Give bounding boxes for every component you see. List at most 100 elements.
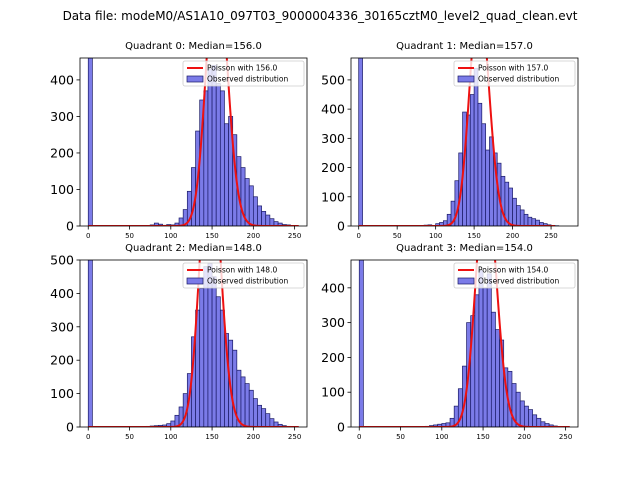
legend-poisson-label: Poisson with 154.0 xyxy=(478,266,548,275)
y-tick-label: 100 xyxy=(321,189,345,204)
y-tick-label: 500 xyxy=(321,72,345,87)
histogram-bars xyxy=(358,260,570,427)
histogram-bar xyxy=(252,196,258,226)
y-tick-label: 200 xyxy=(321,350,345,365)
histogram-bar xyxy=(265,413,271,427)
y-tick-label: 400 xyxy=(321,102,345,117)
histogram-bar xyxy=(248,185,254,226)
histogram-bar xyxy=(519,400,525,427)
histogram-bar xyxy=(474,294,480,427)
histogram-bar xyxy=(523,213,529,226)
histogram-bar xyxy=(207,68,213,226)
x-tick-label: 0 xyxy=(86,232,90,240)
legend-observed-swatch xyxy=(457,75,475,83)
y-tick-label: 500 xyxy=(50,253,74,268)
histogram-bar xyxy=(240,376,246,427)
x-tick-label: 150 xyxy=(476,433,489,441)
x-tick-label: 50 xyxy=(393,232,402,240)
quadrant-panel-2: Quadrant 2: Median=148.00100200300400500… xyxy=(50,243,308,441)
panel-title: Quadrant 1: Median=157.0 xyxy=(396,41,533,52)
x-tick-label: 200 xyxy=(518,433,531,441)
histogram-bar xyxy=(516,205,521,226)
histogram-bar xyxy=(495,329,500,427)
legend-box xyxy=(453,60,576,87)
histogram-bar xyxy=(248,389,254,427)
y-tick-label: 200 xyxy=(50,145,74,160)
x-tick-label: 250 xyxy=(288,232,301,240)
y-tick-label: 0 xyxy=(66,420,74,435)
histogram-bar xyxy=(261,211,267,226)
legend: Poisson with 156.0 Observed distribution xyxy=(182,60,305,87)
legend-box xyxy=(182,262,305,289)
y-tick-label: 300 xyxy=(321,315,345,330)
legend-box xyxy=(453,262,576,289)
histogram-bar xyxy=(490,311,496,427)
axes-frame xyxy=(79,259,308,428)
x-tick-label: 0 xyxy=(86,433,90,441)
x-tick-label: 0 xyxy=(356,232,360,240)
histogram-bar xyxy=(512,197,517,226)
y-tick-label: 100 xyxy=(50,386,74,401)
histogram-bar xyxy=(224,123,229,226)
y-tick-label: 100 xyxy=(50,182,74,197)
histogram-bar xyxy=(531,218,537,226)
histogram-bars xyxy=(358,58,560,226)
y-tick-label: 400 xyxy=(50,286,74,301)
histogram-bar xyxy=(358,260,364,427)
y-tick-label: 100 xyxy=(321,385,345,400)
histogram-bar xyxy=(203,266,209,427)
histogram-bar xyxy=(269,218,275,226)
histogram-bar xyxy=(265,214,271,226)
x-tick-label: 150 xyxy=(467,232,480,240)
legend-poisson-label: Poisson with 156.0 xyxy=(207,64,277,73)
histogram-bar xyxy=(477,102,483,226)
x-tick-label: 150 xyxy=(205,232,218,240)
histogram-bar xyxy=(508,187,513,226)
histogram-bar xyxy=(486,273,492,427)
histogram-bar xyxy=(489,136,494,226)
legend-observed-swatch xyxy=(186,277,204,285)
legend-observed-label: Observed distribution xyxy=(478,277,559,286)
x-tick-label: 200 xyxy=(247,433,260,441)
axes-frame xyxy=(350,259,579,428)
legend-observed-swatch xyxy=(457,277,475,285)
histogram-bars xyxy=(87,58,299,226)
x-tick-label: 250 xyxy=(544,232,557,240)
histogram-bar xyxy=(211,276,217,427)
histogram-bar xyxy=(244,383,250,427)
legend-observed-label: Observed distribution xyxy=(478,75,559,84)
legend-observed-swatch xyxy=(186,75,204,83)
x-tick-label: 200 xyxy=(506,232,519,240)
histogram-bar xyxy=(523,405,529,427)
histogram-bar xyxy=(481,123,487,226)
axes-frame xyxy=(350,57,579,227)
legend-observed-label: Observed distribution xyxy=(207,75,288,84)
histogram-bar xyxy=(519,209,525,226)
quadrant-panel-1: Quadrant 1: Median=157.00100200300400500… xyxy=(321,41,579,240)
x-tick-label: 100 xyxy=(164,232,177,240)
x-tick-label: 150 xyxy=(205,433,218,441)
x-tick-label: 100 xyxy=(435,433,448,441)
x-tick-label: 100 xyxy=(429,232,442,240)
histogram-bar xyxy=(528,409,533,427)
x-tick-label: 50 xyxy=(125,232,134,240)
panel-title: Quadrant 2: Median=148.0 xyxy=(125,243,262,254)
x-tick-label: 250 xyxy=(288,433,301,441)
histogram-bar xyxy=(199,288,205,427)
y-tick-label: 400 xyxy=(50,72,74,87)
legend-poisson-label: Poisson with 148.0 xyxy=(207,266,277,275)
histogram-bar xyxy=(261,408,267,427)
quadrant-panel-3: Quadrant 3: Median=154.0 0 100 200 300 400 0 50… xyxy=(321,243,579,441)
legend: Poisson with 154.0 Observed distribution xyxy=(453,262,576,289)
histogram-bar xyxy=(211,64,217,226)
histogram-bar xyxy=(87,260,93,427)
legend-poisson-label: Poisson with 157.0 xyxy=(478,64,548,73)
x-tick-label: 100 xyxy=(164,433,177,441)
x-tick-label: 0 xyxy=(357,433,361,441)
histogram-bar xyxy=(469,94,475,226)
y-tick-label: 200 xyxy=(321,160,345,175)
poisson-curve xyxy=(88,260,299,427)
panel-title: Quadrant 0: Median=156.0 xyxy=(125,41,262,52)
y-tick-label: 0 xyxy=(337,420,345,435)
